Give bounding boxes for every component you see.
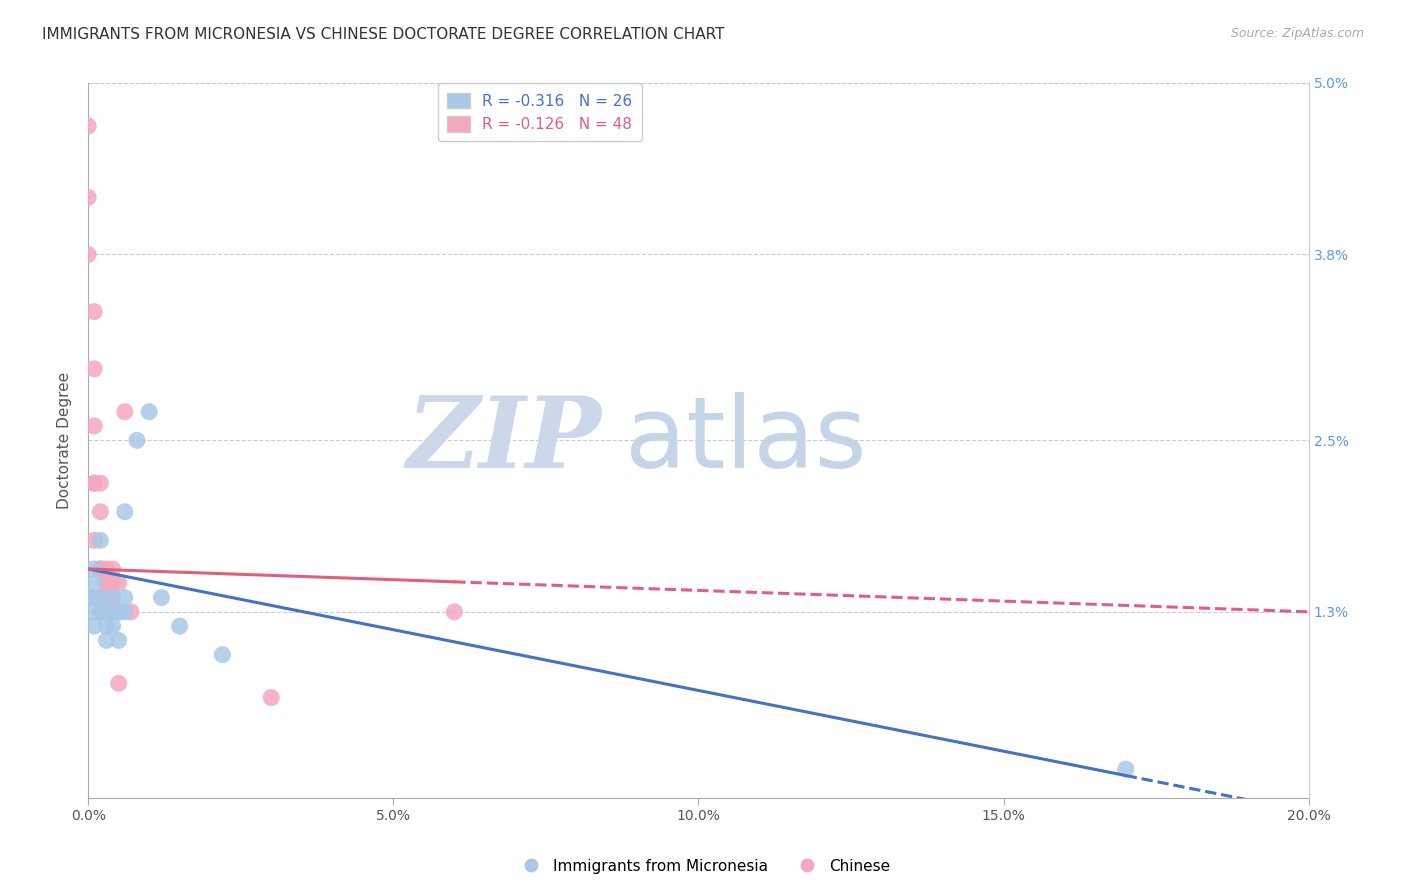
Point: [107, 576, 129, 591]
Point: [101, 576, 124, 591]
Point: [114, 405, 136, 419]
Point: [101, 619, 124, 633]
Point: [83, 591, 105, 605]
Point: [96, 591, 118, 605]
Point: [101, 576, 124, 591]
Point: [150, 591, 173, 605]
Point: [101, 591, 124, 605]
Point: [89, 562, 111, 576]
Point: [101, 605, 124, 619]
Point: [77, 591, 100, 605]
Point: [77, 247, 100, 261]
Point: [120, 605, 142, 619]
Point: [96, 591, 118, 605]
Text: atlas: atlas: [626, 392, 868, 489]
Point: [96, 605, 118, 619]
Point: [89, 591, 111, 605]
Point: [101, 605, 124, 619]
Point: [107, 605, 129, 619]
Point: [107, 605, 129, 619]
Point: [101, 605, 124, 619]
Point: [114, 605, 136, 619]
Point: [83, 576, 105, 591]
Point: [260, 690, 283, 705]
Legend: Immigrants from Micronesia, Chinese: Immigrants from Micronesia, Chinese: [509, 853, 897, 880]
Point: [89, 605, 111, 619]
Text: IMMIGRANTS FROM MICRONESIA VS CHINESE DOCTORATE DEGREE CORRELATION CHART: IMMIGRANTS FROM MICRONESIA VS CHINESE DO…: [42, 27, 724, 42]
Point: [1115, 762, 1137, 776]
Point: [83, 591, 105, 605]
Point: [96, 619, 118, 633]
Point: [83, 419, 105, 434]
Point: [101, 591, 124, 605]
Point: [443, 605, 465, 619]
Text: Source: ZipAtlas.com: Source: ZipAtlas.com: [1230, 27, 1364, 40]
Point: [96, 605, 118, 619]
Point: [83, 562, 105, 576]
Point: [83, 533, 105, 548]
Y-axis label: Doctorate Degree: Doctorate Degree: [58, 372, 72, 508]
Point: [107, 633, 129, 648]
Point: [96, 605, 118, 619]
Point: [89, 591, 111, 605]
Point: [83, 605, 105, 619]
Point: [107, 676, 129, 690]
Point: [107, 605, 129, 619]
Point: [96, 576, 118, 591]
Point: [83, 476, 105, 491]
Point: [83, 476, 105, 491]
Point: [89, 591, 111, 605]
Legend: R = -0.316   N = 26, R = -0.126   N = 48: R = -0.316 N = 26, R = -0.126 N = 48: [439, 84, 641, 141]
Point: [96, 591, 118, 605]
Point: [101, 605, 124, 619]
Point: [77, 190, 100, 204]
Point: [96, 605, 118, 619]
Point: [101, 605, 124, 619]
Point: [89, 476, 111, 491]
Point: [101, 562, 124, 576]
Point: [96, 605, 118, 619]
Point: [114, 591, 136, 605]
Point: [114, 505, 136, 519]
Point: [83, 619, 105, 633]
Point: [96, 562, 118, 576]
Point: [83, 361, 105, 376]
Point: [77, 119, 100, 133]
Point: [83, 304, 105, 318]
Point: [169, 619, 191, 633]
Point: [138, 405, 160, 419]
Point: [89, 562, 111, 576]
Point: [89, 533, 111, 548]
Point: [89, 605, 111, 619]
Point: [96, 576, 118, 591]
Point: [125, 434, 148, 448]
Point: [77, 591, 100, 605]
Point: [89, 505, 111, 519]
Point: [107, 605, 129, 619]
Point: [211, 648, 233, 662]
Text: ZIP: ZIP: [406, 392, 600, 489]
Point: [96, 633, 118, 648]
Point: [101, 591, 124, 605]
Point: [89, 591, 111, 605]
Point: [96, 576, 118, 591]
